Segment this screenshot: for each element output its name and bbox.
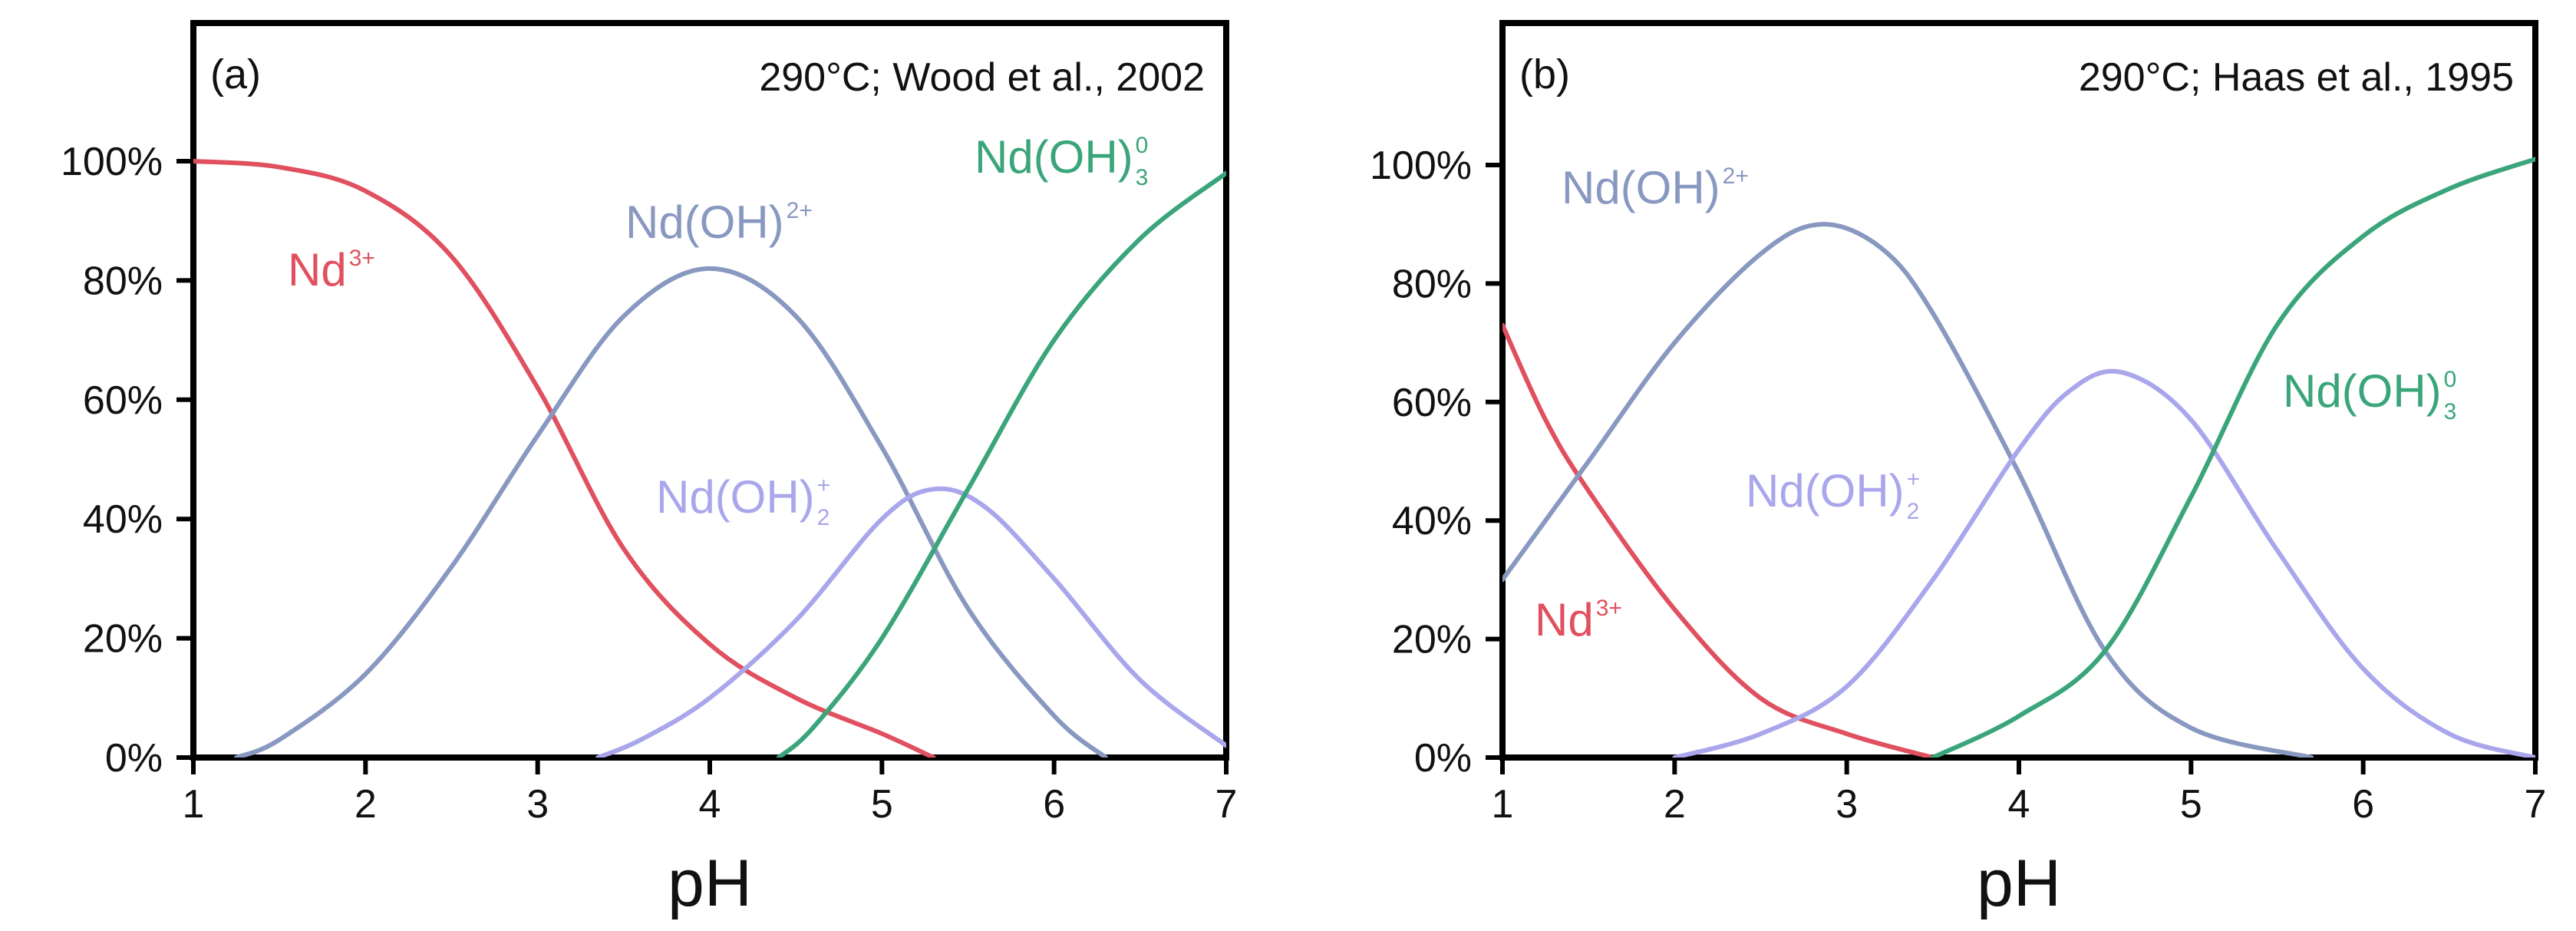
series-label-3: Nd(OH) +2 <box>656 471 830 530</box>
series-label-superscript: 3+ <box>349 246 375 271</box>
series-label-4: Nd(OH) 0 3 <box>975 131 1148 190</box>
series-label-4: Nd(OH) 0 3 <box>2283 365 2456 424</box>
x-tick-label: 3 <box>526 782 549 827</box>
series-label-1: Nd 3+ <box>288 244 375 295</box>
series-line-1 <box>193 159 936 758</box>
x-tick-label: 2 <box>355 782 377 827</box>
panel-a: 0% 20% 40% 60% 80% 100% 1 2 3 4 5 6 7 pH (a) 290°C; Woo… <box>61 20 1238 920</box>
series-line-4 <box>1930 157 2535 758</box>
y-tick-label: 0% <box>1414 736 1472 781</box>
y-tick-label: 80% <box>1392 262 1472 306</box>
x-tick-label: 6 <box>2352 782 2374 827</box>
series-label-superscript: 0 <box>1136 133 1149 158</box>
x-tick-label: 2 <box>1664 782 1686 827</box>
series-label-subscript: 3 <box>2444 399 2457 424</box>
x-tick-label: 7 <box>2525 782 2547 827</box>
series-label-2: Nd(OH) 2+ <box>1562 162 1749 213</box>
series-label-superscript: + <box>817 473 831 498</box>
chart-title: 290°C; Haas et al., 1995 <box>2079 55 2514 100</box>
x-tick-label: 1 <box>183 782 205 827</box>
series-line-3 <box>1672 368 2535 758</box>
x-tick-label: 7 <box>1215 782 1238 827</box>
series-label-superscript: 3+ <box>1596 596 1622 621</box>
series-label-superscript: 2+ <box>1723 163 1749 189</box>
x-axis-label: pH <box>1977 847 2061 920</box>
chart-title: 290°C; Wood et al., 2002 <box>759 55 1205 100</box>
y-tick-label: 60% <box>1392 381 1472 425</box>
x-tick-label: 5 <box>871 782 893 827</box>
y-tick-label: 80% <box>83 259 163 303</box>
y-tick-label: 100% <box>1370 144 1472 188</box>
series-line-2 <box>234 266 1108 758</box>
x-tick-label: 1 <box>1492 782 1514 827</box>
series-label-base: Nd <box>288 244 347 295</box>
panel-label: (b) <box>1519 51 1570 97</box>
y-tick-label: 20% <box>1392 618 1472 662</box>
panel-label: (a) <box>210 51 261 97</box>
series-label-subscript: 2 <box>1907 499 1920 524</box>
series-label-2: Nd(OH) 2+ <box>625 196 813 248</box>
series-line-2 <box>1502 222 2314 758</box>
panel-b: 0% 20% 40% 60% 80% 100% 1 2 3 4 5 6 7 pH (b) 290°C; Haa… <box>1370 20 2547 920</box>
y-tick-label: 100% <box>61 140 163 184</box>
series-label-superscript: 0 <box>2444 367 2457 392</box>
y-tick-label: 40% <box>1392 499 1472 543</box>
series-label-superscript: 2+ <box>787 198 813 223</box>
x-tick-label: 4 <box>699 782 721 827</box>
y-tick-label: 20% <box>83 617 163 662</box>
series-label-subscript: 3 <box>1136 165 1149 190</box>
series-line-4 <box>776 170 1226 758</box>
series-label-base: Nd(OH) <box>656 471 815 523</box>
series-label-base: Nd(OH) <box>975 131 1133 183</box>
series-line-1 <box>1502 322 1935 758</box>
series-label-base: Nd(OH) <box>1746 465 1905 517</box>
series-label-base: Nd(OH) <box>1562 162 1720 213</box>
series-label-3: Nd(OH) +2 <box>1746 465 1920 524</box>
x-tick-label: 3 <box>1836 782 1858 827</box>
series-label-superscript: + <box>1907 467 1921 492</box>
series-label-base: Nd(OH) <box>2283 365 2442 417</box>
series-label-base: Nd <box>1535 594 1594 645</box>
y-tick-label: 0% <box>105 736 163 781</box>
series-label-subscript: 2 <box>817 505 830 530</box>
x-axis-label: pH <box>668 847 752 920</box>
y-tick-label: 40% <box>83 497 163 542</box>
series-line-3 <box>595 486 1226 758</box>
x-tick-label: 5 <box>2180 782 2202 827</box>
x-tick-label: 4 <box>2008 782 2030 827</box>
x-tick-label: 6 <box>1043 782 1065 827</box>
series-label-1: Nd 3+ <box>1535 594 1622 645</box>
y-tick-label: 60% <box>83 378 163 423</box>
series-label-base: Nd(OH) <box>625 196 784 248</box>
